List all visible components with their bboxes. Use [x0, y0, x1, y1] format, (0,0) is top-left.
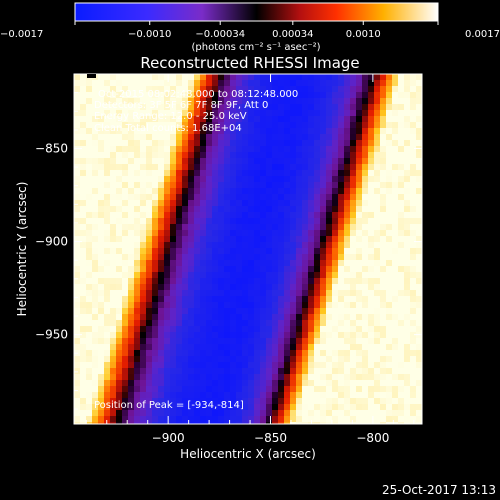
x-tick-label: −850: [254, 431, 287, 445]
colorbar: [74, 2, 439, 22]
colorbar-tick-label: −0.0010: [128, 29, 171, 40]
annotation-counts: Clean Total counts: 1.68E+04: [94, 123, 242, 134]
annotation-block: Oct-2015 08:02:48.000 to 08:12:48.000 De…: [94, 89, 298, 134]
x-tick-label: −900: [152, 431, 185, 445]
chart-title: Reconstructed RHESSI Image: [140, 54, 359, 72]
colorbar-tick-label: 0.00034: [272, 29, 313, 40]
plot-frame: [73, 73, 423, 425]
footer-timestamp: 25-Oct-2017 13:13: [382, 483, 496, 497]
colorbar-ticks: −0.0017 −0.0010 −0.00034 0.00034 0.0010 0.001…: [0, 21, 500, 40]
annotation-energy: Energy Range: 12.0 - 25.0 keV: [94, 111, 247, 122]
peak-marker: [87, 74, 96, 78]
colorbar-tick-label: −0.0017: [0, 29, 43, 40]
y-tick-label: −850: [35, 141, 68, 155]
axis-ticks: −900 −850 −800 −850 −900 −950: [35, 74, 422, 445]
colorbar-tick-label: 0.0017: [465, 29, 500, 40]
y-axis-label: Heliocentric Y (arcsec): [15, 182, 29, 317]
heatmap-image: [74, 74, 422, 424]
y-tick-label: −900: [35, 235, 68, 249]
x-tick-label: −800: [356, 431, 389, 445]
x-axis-label: Heliocentric X (arcsec): [180, 447, 316, 461]
colorbar-tick-label: 0.0010: [346, 29, 381, 40]
colorbar-tick-label: −0.00034: [195, 29, 245, 40]
annotation-detectors: Detectors: 3F 5F 6F 7F 8F 9F, Att 0: [94, 100, 268, 111]
y-tick-label: −950: [35, 328, 68, 342]
colorbar-unit-label: (photons cm⁻² s⁻¹ asec⁻²): [191, 42, 320, 53]
peak-position-label: Position of Peak = [-934,-814]: [94, 400, 244, 411]
annotation-time: Oct-2015 08:02:48.000 to 08:12:48.000: [98, 89, 298, 100]
